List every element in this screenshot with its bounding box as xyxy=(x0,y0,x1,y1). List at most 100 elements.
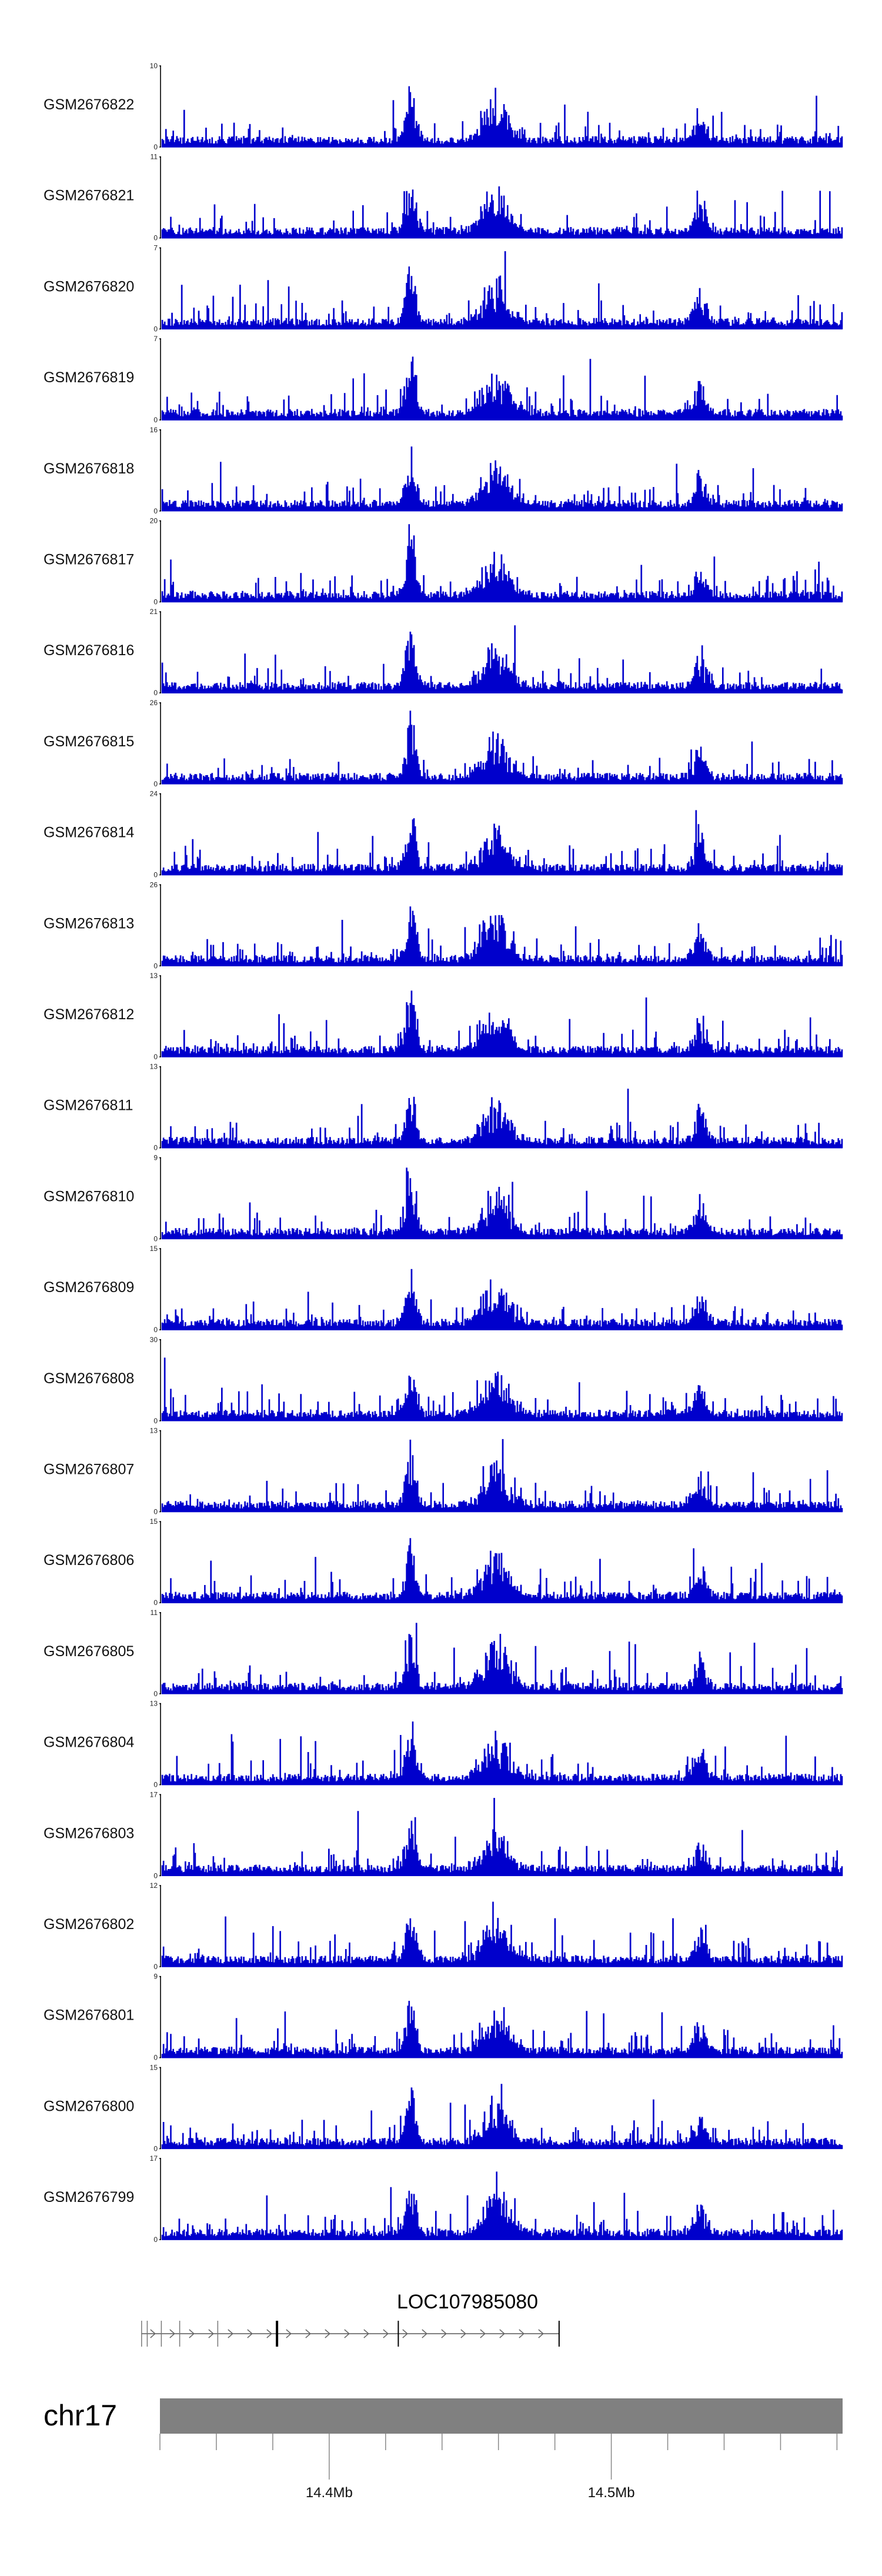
y-axis xyxy=(159,1794,161,1877)
y-axis xyxy=(159,2158,161,2240)
y-max-tick-label: 12 xyxy=(150,1881,158,1890)
track-GSM2676821: GSM2676821 11 0 xyxy=(44,153,843,242)
y-max-tick-label: 24 xyxy=(150,790,158,798)
strand-arrow xyxy=(344,2329,350,2338)
y-max-tick-label: 13 xyxy=(150,972,158,980)
y-min-tick-label: 0 xyxy=(153,507,158,515)
y-max-tick-label: 10 xyxy=(150,62,158,70)
y-axis xyxy=(159,1521,161,1603)
coverage-area xyxy=(161,1167,843,1239)
y-max-tick-label: 13 xyxy=(150,1427,158,1435)
coverage-area xyxy=(161,186,843,238)
y-axis xyxy=(159,1976,161,2058)
y-axis xyxy=(159,156,161,239)
y-min-tick-label: 0 xyxy=(153,143,158,151)
y-axis xyxy=(159,1612,161,1694)
track-label: GSM2676807 xyxy=(44,1461,134,1478)
track-label: GSM2676819 xyxy=(44,369,134,386)
coverage-area xyxy=(161,2084,843,2149)
y-axis xyxy=(159,1703,161,1786)
track-GSM2676813: GSM2676813 26 0 xyxy=(44,880,843,970)
y-min-tick-label: 0 xyxy=(153,1508,158,1516)
y-max-tick-label: 21 xyxy=(150,608,158,616)
y-max-tick-label: 9 xyxy=(153,1153,158,1162)
track-label: GSM2676814 xyxy=(44,825,134,841)
track-label: GSM2676820 xyxy=(44,278,134,295)
track-label: GSM2676809 xyxy=(44,1279,134,1296)
coordinate-tick-label: 14.4Mb xyxy=(306,2485,353,2501)
y-min-tick-label: 0 xyxy=(153,2054,158,2062)
strand-arrow xyxy=(325,2329,330,2338)
coverage-area xyxy=(161,710,843,785)
y-max-tick-label: 20 xyxy=(150,517,158,525)
strand-arrow xyxy=(422,2329,427,2338)
track-label: GSM2676800 xyxy=(44,2098,134,2114)
y-axis xyxy=(159,975,161,1057)
track-GSM2676800: GSM2676800 15 0 xyxy=(44,2063,843,2153)
coverage-area xyxy=(161,1538,843,1603)
coverage-area xyxy=(161,524,843,602)
coverage-area xyxy=(161,1721,843,1785)
y-min-tick-label: 0 xyxy=(153,689,158,697)
y-axis xyxy=(159,65,161,148)
y-min-tick-label: 0 xyxy=(153,1053,158,1061)
coverage-area xyxy=(161,810,843,875)
chromosome-label: chr17 xyxy=(44,2399,117,2432)
y-min-tick-label: 0 xyxy=(153,962,158,970)
y-min-tick-label: 0 xyxy=(153,325,158,333)
track-GSM2676805: GSM2676805 11 0 xyxy=(44,1609,843,1698)
y-max-tick-label: 26 xyxy=(150,699,158,707)
strand-arrow xyxy=(519,2329,524,2338)
coverage-area xyxy=(161,251,843,329)
y-min-tick-label: 0 xyxy=(153,1599,158,1607)
strand-arrow xyxy=(286,2329,292,2338)
strand-arrow xyxy=(402,2329,408,2338)
track-label: GSM2676805 xyxy=(44,1643,134,1660)
track-GSM2676814: GSM2676814 24 0 xyxy=(44,790,843,879)
track-label: GSM2676822 xyxy=(44,96,134,113)
track-GSM2676816: GSM2676816 21 0 xyxy=(44,608,843,697)
y-min-tick-label: 0 xyxy=(153,1234,158,1243)
track-GSM2676811: GSM2676811 13 0 xyxy=(44,1063,843,1152)
coverage-area xyxy=(161,1439,843,1512)
y-min-tick-label: 0 xyxy=(153,1690,158,1698)
y-max-tick-label: 11 xyxy=(151,1609,158,1617)
y-axis xyxy=(159,611,161,693)
y-min-tick-label: 0 xyxy=(153,1963,158,1971)
coverage-area xyxy=(161,2001,843,2058)
chromosome-bar xyxy=(160,2398,843,2434)
track-label: GSM2676799 xyxy=(44,2189,134,2205)
track-GSM2676799: GSM2676799 17 0 xyxy=(44,2154,843,2244)
gene-track: LOC107985080 xyxy=(141,2291,560,2347)
strand-arrow xyxy=(208,2329,214,2338)
y-max-tick-label: 13 xyxy=(150,1700,158,1708)
coverage-area xyxy=(161,446,843,512)
track-label: GSM2676811 xyxy=(44,1097,133,1114)
track-label: GSM2676801 xyxy=(44,2007,134,2024)
y-max-tick-label: 30 xyxy=(150,1336,158,1344)
track-GSM2676809: GSM2676809 15 0 xyxy=(44,1244,843,1334)
y-min-tick-label: 0 xyxy=(153,1326,158,1334)
track-label: GSM2676803 xyxy=(44,1825,134,1841)
y-max-tick-label: 13 xyxy=(150,1063,158,1071)
strand-arrow xyxy=(189,2329,195,2338)
y-axis xyxy=(159,338,161,421)
strand-arrow xyxy=(169,2329,175,2338)
y-max-tick-label: 7 xyxy=(153,243,158,252)
y-max-tick-label: 26 xyxy=(150,880,158,889)
strand-arrow xyxy=(383,2329,389,2338)
y-axis xyxy=(159,1339,161,1422)
coverage-area xyxy=(161,1089,843,1148)
coverage-area xyxy=(161,1798,843,1876)
coordinate-tick-label: 14.5Mb xyxy=(588,2485,635,2501)
y-min-tick-label: 0 xyxy=(153,2235,158,2244)
coverage-area xyxy=(161,906,843,966)
track-GSM2676812: GSM2676812 13 0 xyxy=(44,972,843,1061)
strand-arrow xyxy=(538,2329,544,2338)
track-label: GSM2676812 xyxy=(44,1006,134,1023)
y-max-tick-label: 9 xyxy=(153,1973,158,1981)
track-GSM2676820: GSM2676820 7 0 xyxy=(44,243,843,333)
y-axis xyxy=(159,429,161,512)
strand-arrow xyxy=(305,2329,311,2338)
y-min-tick-label: 0 xyxy=(153,871,158,879)
